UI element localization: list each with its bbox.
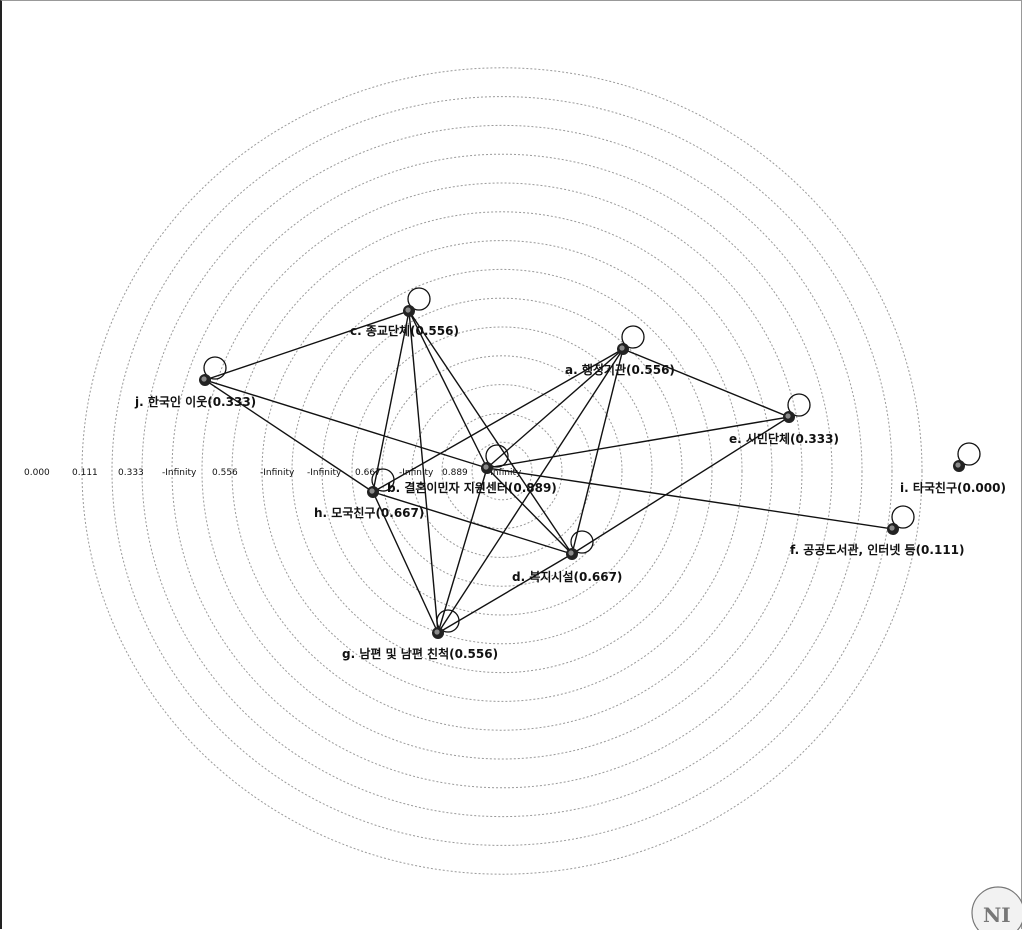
ring-12	[141, 124, 863, 818]
ring-2	[441, 412, 563, 530]
edge-h-g	[372, 491, 439, 634]
ring-14	[81, 67, 923, 875]
edge-c-h	[372, 310, 410, 493]
nodes: a. 행정기관(0.556) b. 결혼이민자 지원센터(0.889) c. 종교단…	[134, 287, 1006, 661]
node-label: c. 종교단체(0.556)	[350, 323, 459, 338]
edge-a-h	[372, 348, 624, 493]
concentric-rings	[81, 67, 923, 875]
node-b[interactable]: b. 결혼이민자 지원센터(0.889)	[387, 444, 557, 495]
node-marker-highlight	[568, 550, 574, 556]
node-h[interactable]: h. 모국친구(0.667)	[314, 468, 424, 520]
self-loop	[621, 325, 645, 349]
ring-13	[111, 96, 893, 846]
edge-a-b	[486, 348, 624, 469]
node-f[interactable]: f. 공공도서관, 인터넷 등(0.111)	[790, 505, 965, 557]
scale-label: -Infinity	[399, 468, 434, 478]
logo-text: NI	[983, 903, 1011, 927]
edge-b-d	[486, 467, 573, 555]
scale-label: -Infinity	[487, 468, 522, 478]
self-loop	[957, 442, 981, 466]
ring-7	[291, 268, 713, 674]
edge-h-d	[372, 491, 573, 555]
node-marker-highlight	[889, 525, 895, 531]
node-g[interactable]: g. 남편 및 남편 친척(0.556)	[342, 609, 498, 661]
edge-a-g	[437, 348, 624, 634]
node-label: h. 모국친구(0.667)	[314, 505, 424, 520]
ring-11	[171, 153, 833, 789]
node-label: f. 공공도서관, 인터넷 등(0.111)	[790, 542, 965, 557]
edge-c-d	[408, 310, 573, 555]
edge-b-g	[437, 467, 488, 634]
node-marker-highlight	[785, 413, 791, 419]
scale-label: -Infinity	[162, 468, 197, 478]
edge-c-b	[408, 310, 488, 469]
node-i[interactable]: i. 타국친구(0.000)	[900, 442, 1006, 495]
node-marker-highlight	[405, 307, 411, 313]
ring-8	[261, 240, 743, 702]
ring-10	[201, 182, 803, 760]
node-d[interactable]: d. 복지시설(0.667)	[512, 530, 622, 584]
edge-j-h	[204, 379, 374, 493]
node-marker-highlight	[434, 629, 440, 635]
self-loop	[436, 609, 460, 633]
scale-label: 0.667	[355, 468, 381, 478]
edges	[204, 310, 894, 634]
node-label: g. 남편 및 남편 친척(0.556)	[342, 646, 498, 661]
node-c[interactable]: c. 종교단체(0.556)	[350, 287, 459, 338]
node-label: e. 시민단체(0.333)	[729, 431, 839, 446]
ring-9	[231, 211, 773, 731]
ring-5	[351, 326, 653, 616]
node-label: a. 행정기관(0.556)	[565, 362, 675, 377]
node-j[interactable]: j. 한국인 이웃(0.333)	[134, 356, 256, 409]
edge-j-c	[204, 310, 410, 381]
ring-scale-labels: 0.000 0.111 0.333 -Infinity 0.556 -Infinity -I…	[24, 468, 522, 478]
ring-4	[381, 355, 623, 587]
node-marker-highlight	[201, 376, 207, 382]
logo-badge	[971, 886, 1022, 930]
scale-label: 0.000	[24, 468, 50, 478]
self-loop	[891, 505, 915, 529]
node-label: b. 결혼이민자 지원센터(0.889)	[387, 480, 557, 495]
node-label: d. 복지시설(0.667)	[512, 569, 622, 584]
self-loop	[485, 444, 509, 468]
edge-a-e	[622, 348, 790, 418]
self-loop	[570, 530, 594, 554]
self-loop	[787, 393, 811, 417]
scale-label: 0.556	[212, 468, 238, 478]
scale-label: 0.889	[442, 468, 468, 478]
node-e[interactable]: e. 시민단체(0.333)	[729, 393, 839, 446]
edge-c-g	[408, 310, 439, 634]
ring-1	[471, 441, 533, 501]
edge-j-b	[204, 379, 488, 469]
node-a[interactable]: a. 행정기관(0.556)	[565, 325, 675, 377]
node-marker-highlight	[619, 345, 625, 351]
edge-e-b	[486, 416, 790, 469]
self-loop	[371, 468, 395, 492]
watermark-logo: NI	[971, 886, 1022, 930]
scale-label: 0.111	[72, 468, 98, 478]
ring-6	[321, 297, 683, 645]
scale-label: 0.333	[118, 468, 144, 478]
self-loop	[407, 287, 431, 311]
scale-label: -Infinity	[260, 468, 295, 478]
edge-b-f	[486, 467, 894, 530]
node-label: j. 한국인 이웃(0.333)	[134, 394, 256, 409]
scale-label: -Infinity	[307, 468, 342, 478]
edge-e-d	[571, 416, 790, 555]
node-marker-highlight	[369, 488, 375, 494]
node-marker-highlight	[955, 462, 961, 468]
node-label: i. 타국친구(0.000)	[900, 480, 1006, 495]
edge-d-g	[437, 553, 573, 634]
self-loop	[203, 356, 227, 380]
edge-a-d	[571, 348, 624, 555]
node-marker-highlight	[483, 464, 489, 470]
